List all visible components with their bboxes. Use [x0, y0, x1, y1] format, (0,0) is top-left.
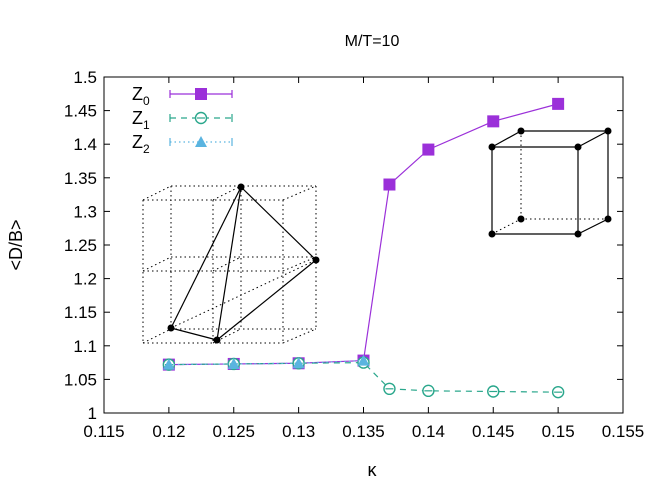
y-tick-label: 1.05: [64, 370, 97, 389]
x-tick-label: 0.115: [83, 422, 124, 441]
data-point-z2-3: [357, 354, 370, 366]
legend: Z0 Z1 Z2: [132, 84, 233, 156]
data-point-z2-2: [292, 357, 305, 369]
x-tick-label: 0.145: [472, 422, 515, 441]
y-tick-label: 1.45: [64, 102, 97, 121]
data-point-z0-4: [383, 178, 396, 191]
data-point-z2-1: [227, 357, 240, 369]
legend-entry-z0: Z0: [132, 84, 233, 108]
x-tick-label: 0.14: [412, 422, 445, 441]
tetrahedron-inset: [142, 183, 320, 344]
legend-marker-z0: [195, 88, 207, 100]
x-axis-ticks: 0.115 0.12 0.125 0.13 0.135 0.14 0.145 0.15 0.15…: [83, 77, 644, 441]
data-point-z0-6: [487, 115, 500, 128]
y-axis-label: <D/B>: [6, 219, 26, 270]
series-line-1: [168, 361, 559, 393]
series-z1: [162, 356, 565, 399]
y-tick-label: 1.35: [64, 169, 97, 188]
x-tick-label: 0.135: [342, 422, 385, 441]
x-axis-label: κ: [368, 460, 378, 480]
data-point-z2-0: [162, 358, 175, 370]
data-point-z0-5: [422, 143, 435, 156]
y-tick-label: 1.5: [73, 68, 97, 87]
data-point-z0-7: [552, 97, 565, 110]
x-tick-label: 0.15: [542, 422, 575, 441]
legend-label-z2: Z2: [132, 132, 150, 156]
y-tick-label: 1.4: [73, 135, 97, 154]
y-tick-label: 1.15: [64, 303, 97, 322]
x-tick-label: 0.125: [212, 422, 255, 441]
chart-title: M/T=10: [345, 33, 400, 50]
y-tick-label: 1.1: [73, 337, 97, 356]
y-tick-label: 1: [88, 404, 97, 423]
legend-label-z1: Z1: [132, 108, 150, 132]
x-tick-label: 0.13: [282, 422, 315, 441]
y-tick-label: 1.3: [73, 202, 97, 221]
cube-inset: [488, 127, 612, 238]
series-line-0: [168, 103, 559, 366]
series-line-2: [168, 359, 364, 366]
x-tick-label: 0.155: [602, 422, 645, 441]
legend-entry-z1: Z1: [132, 108, 233, 132]
x-tick-label: 0.12: [152, 422, 185, 441]
legend-entry-z2: Z2: [132, 132, 233, 156]
y-tick-label: 1.2: [73, 270, 97, 289]
series-z2: [162, 354, 370, 370]
y-tick-label: 1.25: [64, 236, 97, 255]
legend-label-z0: Z0: [132, 84, 150, 108]
y-axis-ticks: 1 1.05 1.1 1.15 1.2 1.25 1.3 1.35 1.4 1.45 1.5: [64, 68, 623, 423]
legend-marker-z2: [195, 136, 207, 147]
series-layer: [162, 97, 565, 399]
